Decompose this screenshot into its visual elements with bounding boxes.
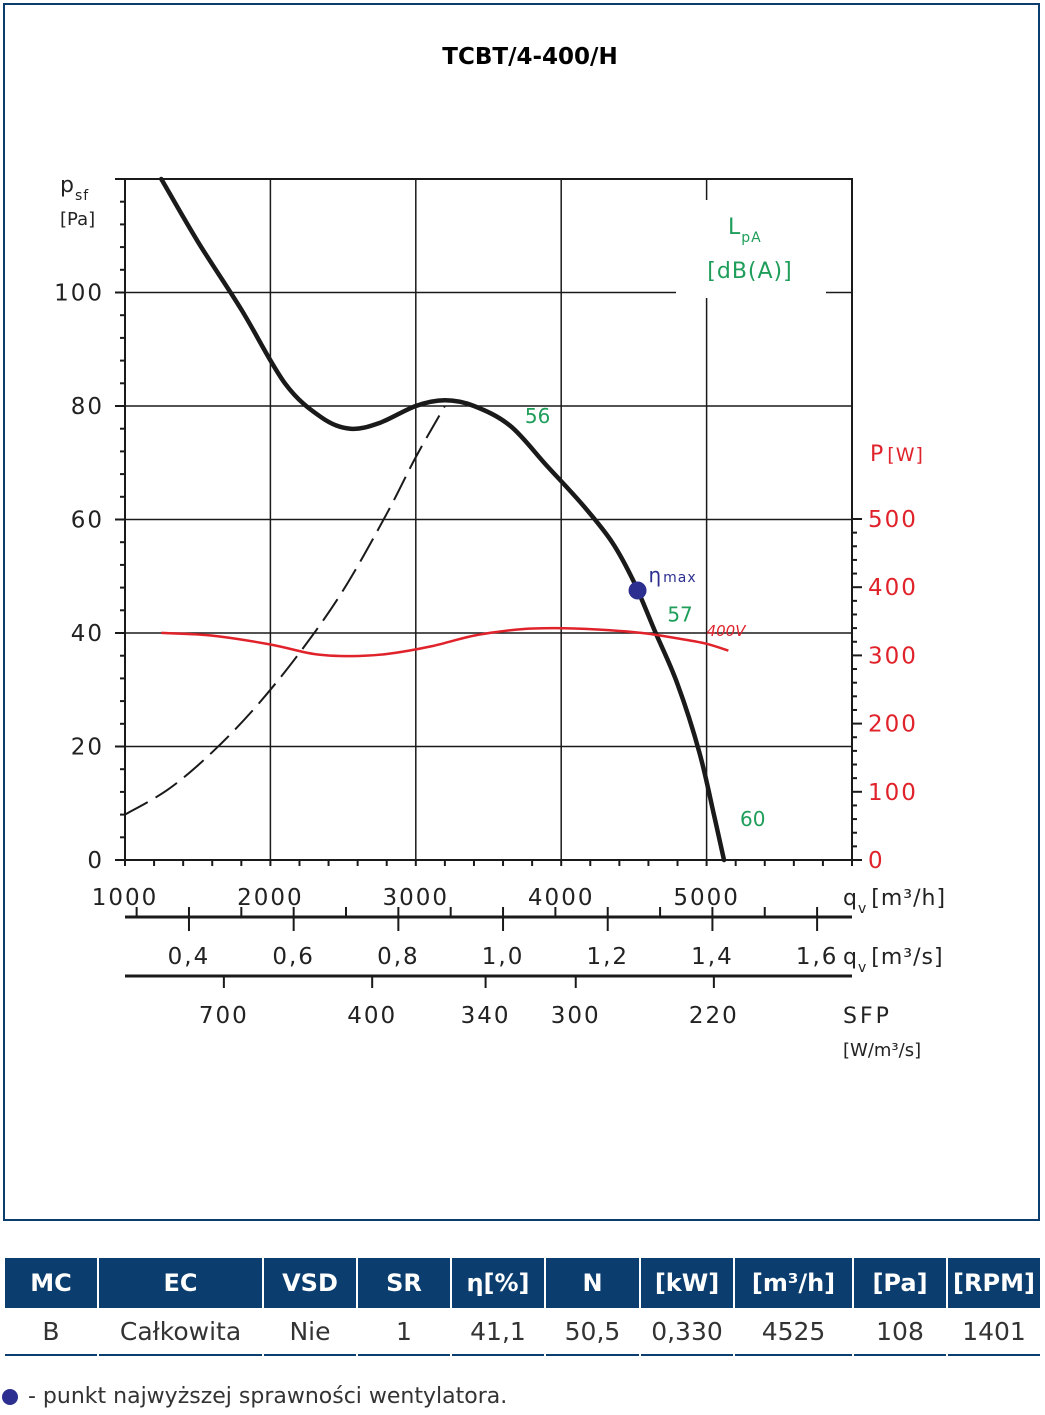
table-header-cell: η[%] [452,1258,544,1308]
left-tick-label: 80 [71,394,104,420]
table-cell: 50,5 [546,1308,639,1356]
table-cell: 41,1 [452,1308,544,1356]
table-header-row: MC EC VSD SR η[%] N [kW] [m³/h] [Pa] [RPM] [5,1258,1040,1308]
annotation-label: η max [648,563,696,587]
sfp-tick-label: 400 [347,1003,397,1029]
right-tick-label: 500 [868,507,918,533]
eta-max-point [628,581,647,600]
right-tick-label: 100 [868,780,918,806]
x2-tick-label: 1,2 [586,944,629,970]
x-axis-2-label: qv [m³/s] [843,945,944,976]
right-tick-label: 400 [868,575,918,601]
axis-ticks [115,178,862,988]
annotation-label: 57 [667,603,692,627]
annotation-label: 400V [707,622,748,640]
series-system [124,405,446,816]
sfp-tick-label: 700 [199,1003,249,1029]
footnote-text: - punkt najwyższej sprawności wentylator… [28,1384,508,1409]
table-header-cell: SR [358,1258,450,1308]
table-header-cell: [m³/h] [735,1258,852,1308]
x2-tick-label: 0,8 [377,944,420,970]
sfp-tick-label: 340 [461,1003,511,1029]
left-tick-label: 20 [71,735,104,761]
table-header-cell: MC [5,1258,97,1308]
right-tick-label: 0 [868,848,885,874]
left-tick-label: 0 [87,848,104,874]
table-header-cell: [RPM] [948,1258,1040,1308]
right-axis-label: P [W] [870,442,924,467]
series-p-sf [159,176,727,863]
table-header-cell: EC [99,1258,262,1308]
x2-tick-label: 1,6 [796,944,839,970]
series-p [161,626,729,658]
x2-tick-label: 1,0 [482,944,525,970]
x2-tick-label: 0,6 [272,944,315,970]
x-tick-label: 5000 [673,885,740,911]
x-tick-label: 2000 [237,885,304,911]
eta-max-marker-icon [2,1388,18,1405]
table-cell: 0,330 [641,1308,733,1356]
left-tick-label: 60 [71,508,104,534]
sfp-axis-unit: [W/m³/s] [843,1040,921,1061]
sfp-tick-label: 220 [689,1003,739,1029]
table-cell: 1 [358,1308,450,1356]
chart-title: TCBT/4-400/H [442,44,617,70]
x-tick-label: 4000 [528,885,595,911]
annotation-label: 60 [740,807,765,831]
table-row: B Całkowita Nie 1 41,1 50,5 0,330 4525 108 1401 [5,1308,1040,1356]
sfp-axis-label: SFP [843,1004,892,1029]
right-tick-label: 300 [868,643,918,669]
noise-axis-unit: [dB(A)] [707,259,792,284]
table-header-cell: [Pa] [854,1258,946,1308]
left-axis-label: psf [60,173,89,204]
table-header-cell: N [546,1258,639,1308]
table-cell: 108 [854,1308,946,1356]
table-cell: 4525 [735,1308,852,1356]
x-tick-label: 3000 [383,885,450,911]
left-tick-label: 40 [71,621,104,647]
annotation-label: 56 [525,404,550,428]
table-cell: 1401 [948,1308,1040,1356]
left-tick-label: 100 [54,281,104,307]
table-cell: Nie [264,1308,356,1356]
fan-performance-chart: TCBT/4-400/H 020406080100010020030040050… [54,44,946,1061]
x2-tick-label: 1,4 [691,944,734,970]
sfp-tick-label: 300 [551,1003,601,1029]
left-axis-unit: [Pa] [60,209,95,230]
table-cell: Całkowita [99,1308,262,1356]
noise-label-background [676,200,826,298]
table-header-cell: [kW] [641,1258,733,1308]
table-cell: B [5,1308,97,1356]
chart-frame [3,3,1040,1221]
spec-table: MC EC VSD SR η[%] N [kW] [m³/h] [Pa] [RPM] B Całko… [3,1258,1042,1356]
x2-tick-label: 0,4 [168,944,211,970]
noise-axis-label: LpA [728,215,762,246]
footnote: - punkt najwyższej sprawności wentylator… [2,1384,507,1409]
curves [124,176,729,863]
right-tick-label: 200 [868,712,918,738]
x-tick-label: 1000 [92,885,159,911]
table-header-cell: VSD [264,1258,356,1308]
x-axis-label: qv [m³/h] [843,886,946,917]
